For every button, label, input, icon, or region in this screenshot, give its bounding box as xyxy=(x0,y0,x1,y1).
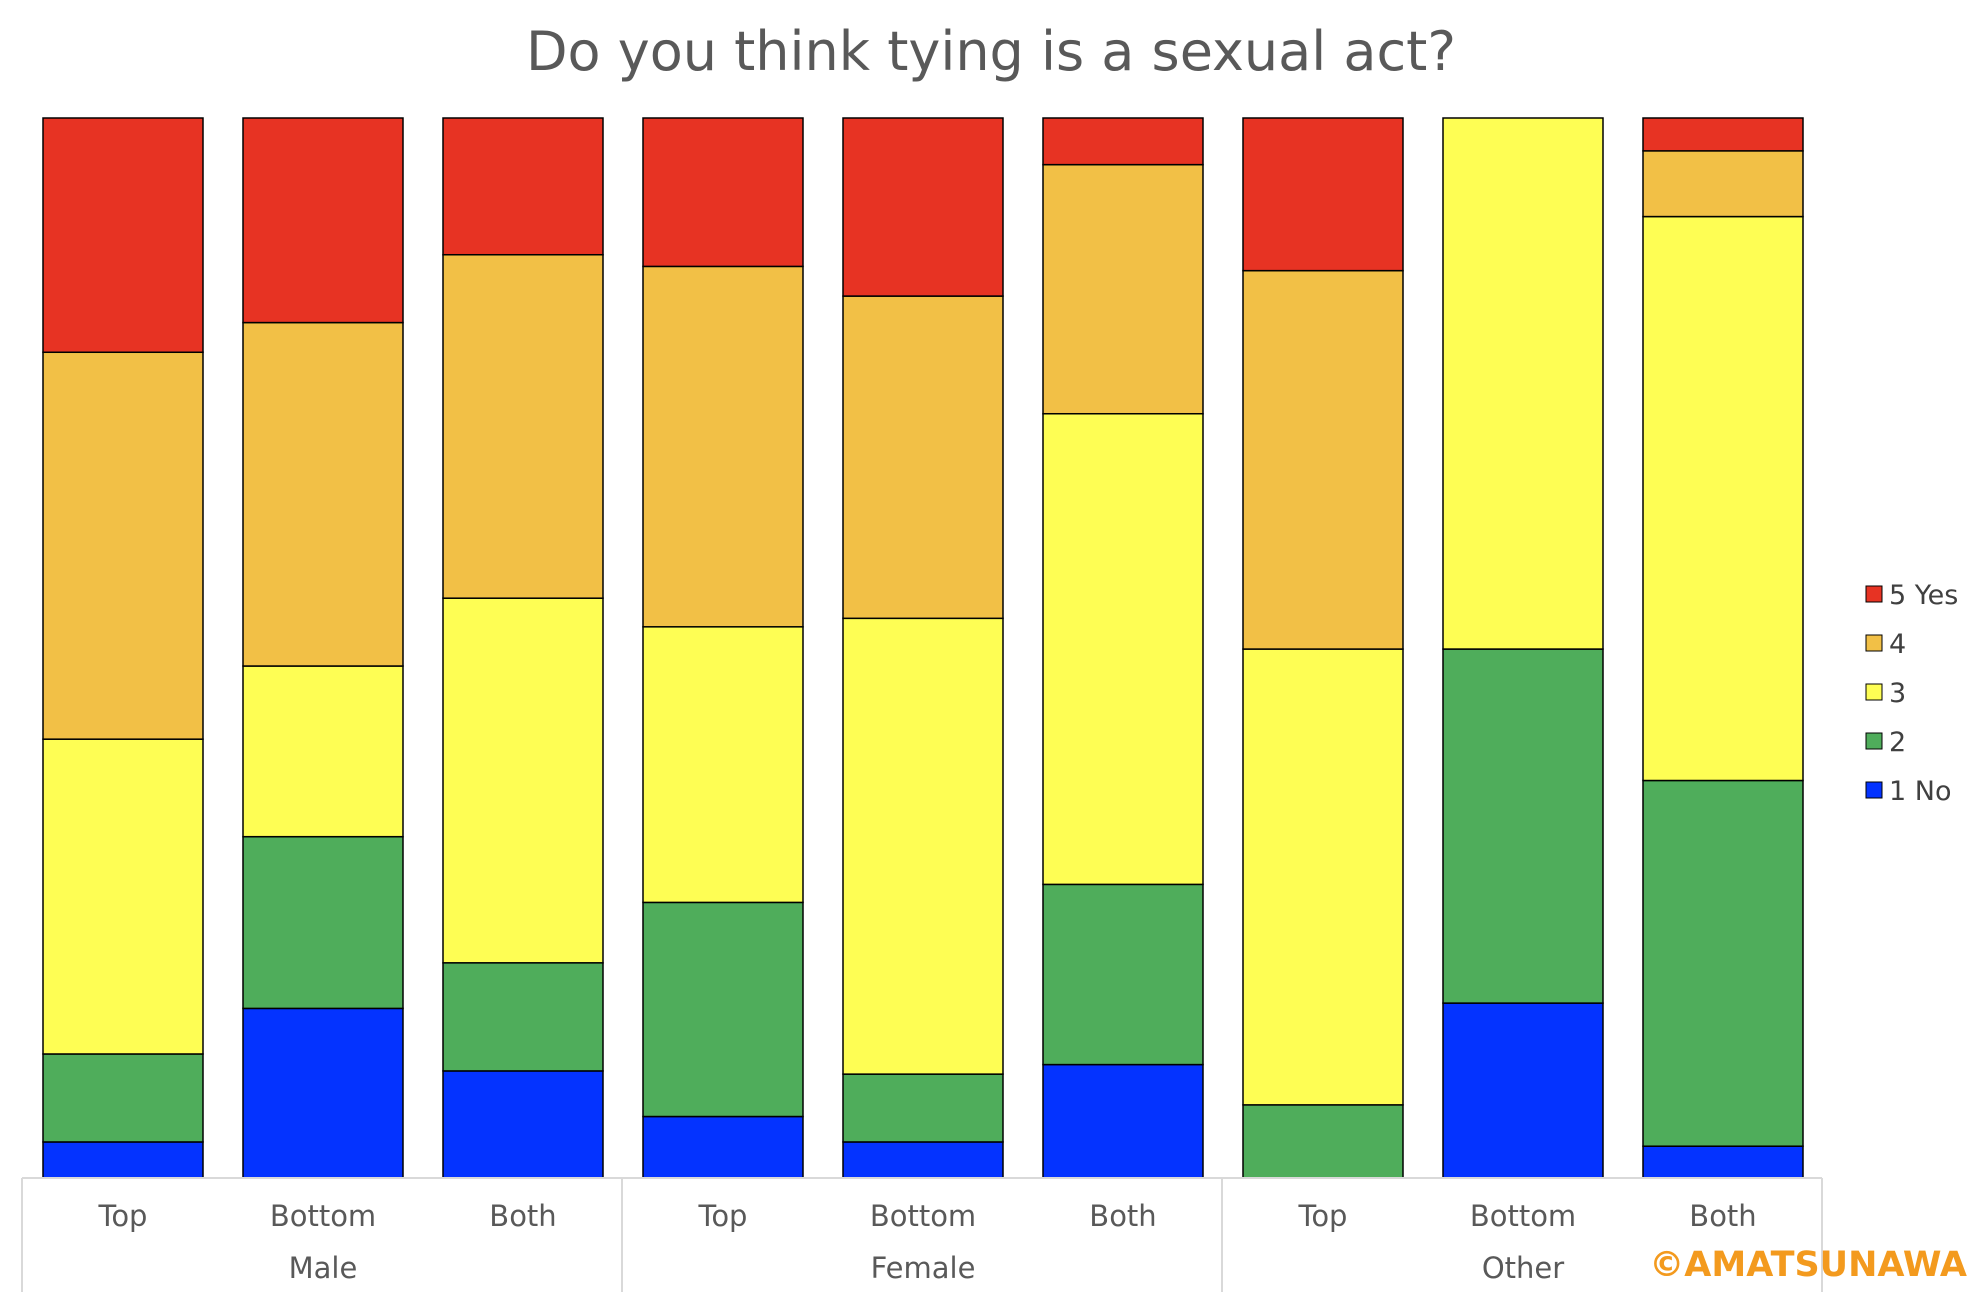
bar-segment xyxy=(42,1141,204,1179)
bar-segment xyxy=(1442,648,1604,1004)
bar-segment xyxy=(242,321,404,667)
bar-segment xyxy=(1042,163,1204,415)
bar-segment xyxy=(1042,883,1204,1066)
bar-segment xyxy=(842,1073,1004,1143)
bar-segment xyxy=(1042,1063,1204,1179)
bar-segment xyxy=(42,738,204,1055)
watermark-logo: ©AMATSUNAWA xyxy=(1649,1245,1967,1285)
bar-segment xyxy=(242,117,404,324)
bar-segment xyxy=(642,626,804,904)
bar-segment xyxy=(42,117,204,354)
bar-segment xyxy=(442,253,604,599)
group-label: Male xyxy=(289,1251,358,1285)
legend-label: 1 No xyxy=(1889,776,1951,807)
category-tick-label: Bottom xyxy=(1470,1199,1576,1233)
bar-segment xyxy=(642,117,804,268)
category-tick-label: Bottom xyxy=(870,1199,976,1233)
bar-segment xyxy=(1642,215,1804,782)
legend: 5 Yes 4 3 2 1 No xyxy=(1865,580,1958,807)
legend-swatch xyxy=(1865,683,1883,701)
legend-swatch xyxy=(1865,781,1883,799)
bar-segment xyxy=(1442,1002,1604,1179)
bar-segment xyxy=(442,1070,604,1179)
bar-segment xyxy=(1042,412,1204,886)
legend-label: 5 Yes xyxy=(1889,580,1958,611)
legend-swatch xyxy=(1865,732,1883,750)
bar-segment xyxy=(1242,269,1404,650)
group-label: Other xyxy=(1482,1251,1564,1285)
bar-segment xyxy=(842,117,1004,297)
bar-segment xyxy=(1042,117,1204,166)
bar-segment xyxy=(642,1115,804,1179)
category-tick-label: Both xyxy=(489,1199,556,1233)
bar-segment xyxy=(442,117,604,256)
bar-segment xyxy=(1642,117,1804,152)
category-tick-label: Both xyxy=(1089,1199,1156,1233)
category-tick-label: Top xyxy=(698,1199,748,1233)
bar-segment xyxy=(42,1053,204,1143)
bar-segment xyxy=(42,351,204,740)
legend-label: 4 xyxy=(1889,629,1906,660)
bar-segment xyxy=(1642,1145,1804,1179)
bar-segment xyxy=(842,295,1004,620)
bar-segment xyxy=(442,962,604,1072)
category-tick-label: Top xyxy=(1298,1199,1348,1233)
bar-segment xyxy=(242,1007,404,1179)
legend-label: 3 xyxy=(1889,678,1906,709)
bars-layer xyxy=(42,117,1804,1179)
bar-segment xyxy=(842,617,1004,1075)
bar-segment xyxy=(242,665,404,838)
bar-segment xyxy=(242,835,404,1010)
category-tick-label: Both xyxy=(1689,1199,1756,1233)
category-tick-label: Bottom xyxy=(270,1199,376,1233)
bar-segment xyxy=(642,901,804,1118)
legend-label: 2 xyxy=(1889,727,1906,758)
legend-swatch xyxy=(1865,585,1883,603)
bar-segment xyxy=(1642,779,1804,1147)
bar-segment xyxy=(1442,117,1604,650)
bar-segment xyxy=(1242,117,1404,272)
bar-segment xyxy=(442,597,604,964)
bar-segment xyxy=(1242,648,1404,1106)
bar-segment xyxy=(1242,1104,1404,1179)
bar-segment xyxy=(1642,150,1804,218)
bar-segment xyxy=(642,265,804,628)
group-label: Female xyxy=(871,1251,976,1285)
chart-title: Do you think tying is a sexual act? xyxy=(526,20,1456,83)
legend-swatch xyxy=(1865,634,1883,652)
category-axis: Top Bottom Both Top Bottom Both Top Bottom Both M… xyxy=(21,1177,1823,1292)
category-tick-label: Top xyxy=(98,1199,148,1233)
bar-segment xyxy=(842,1141,1004,1179)
